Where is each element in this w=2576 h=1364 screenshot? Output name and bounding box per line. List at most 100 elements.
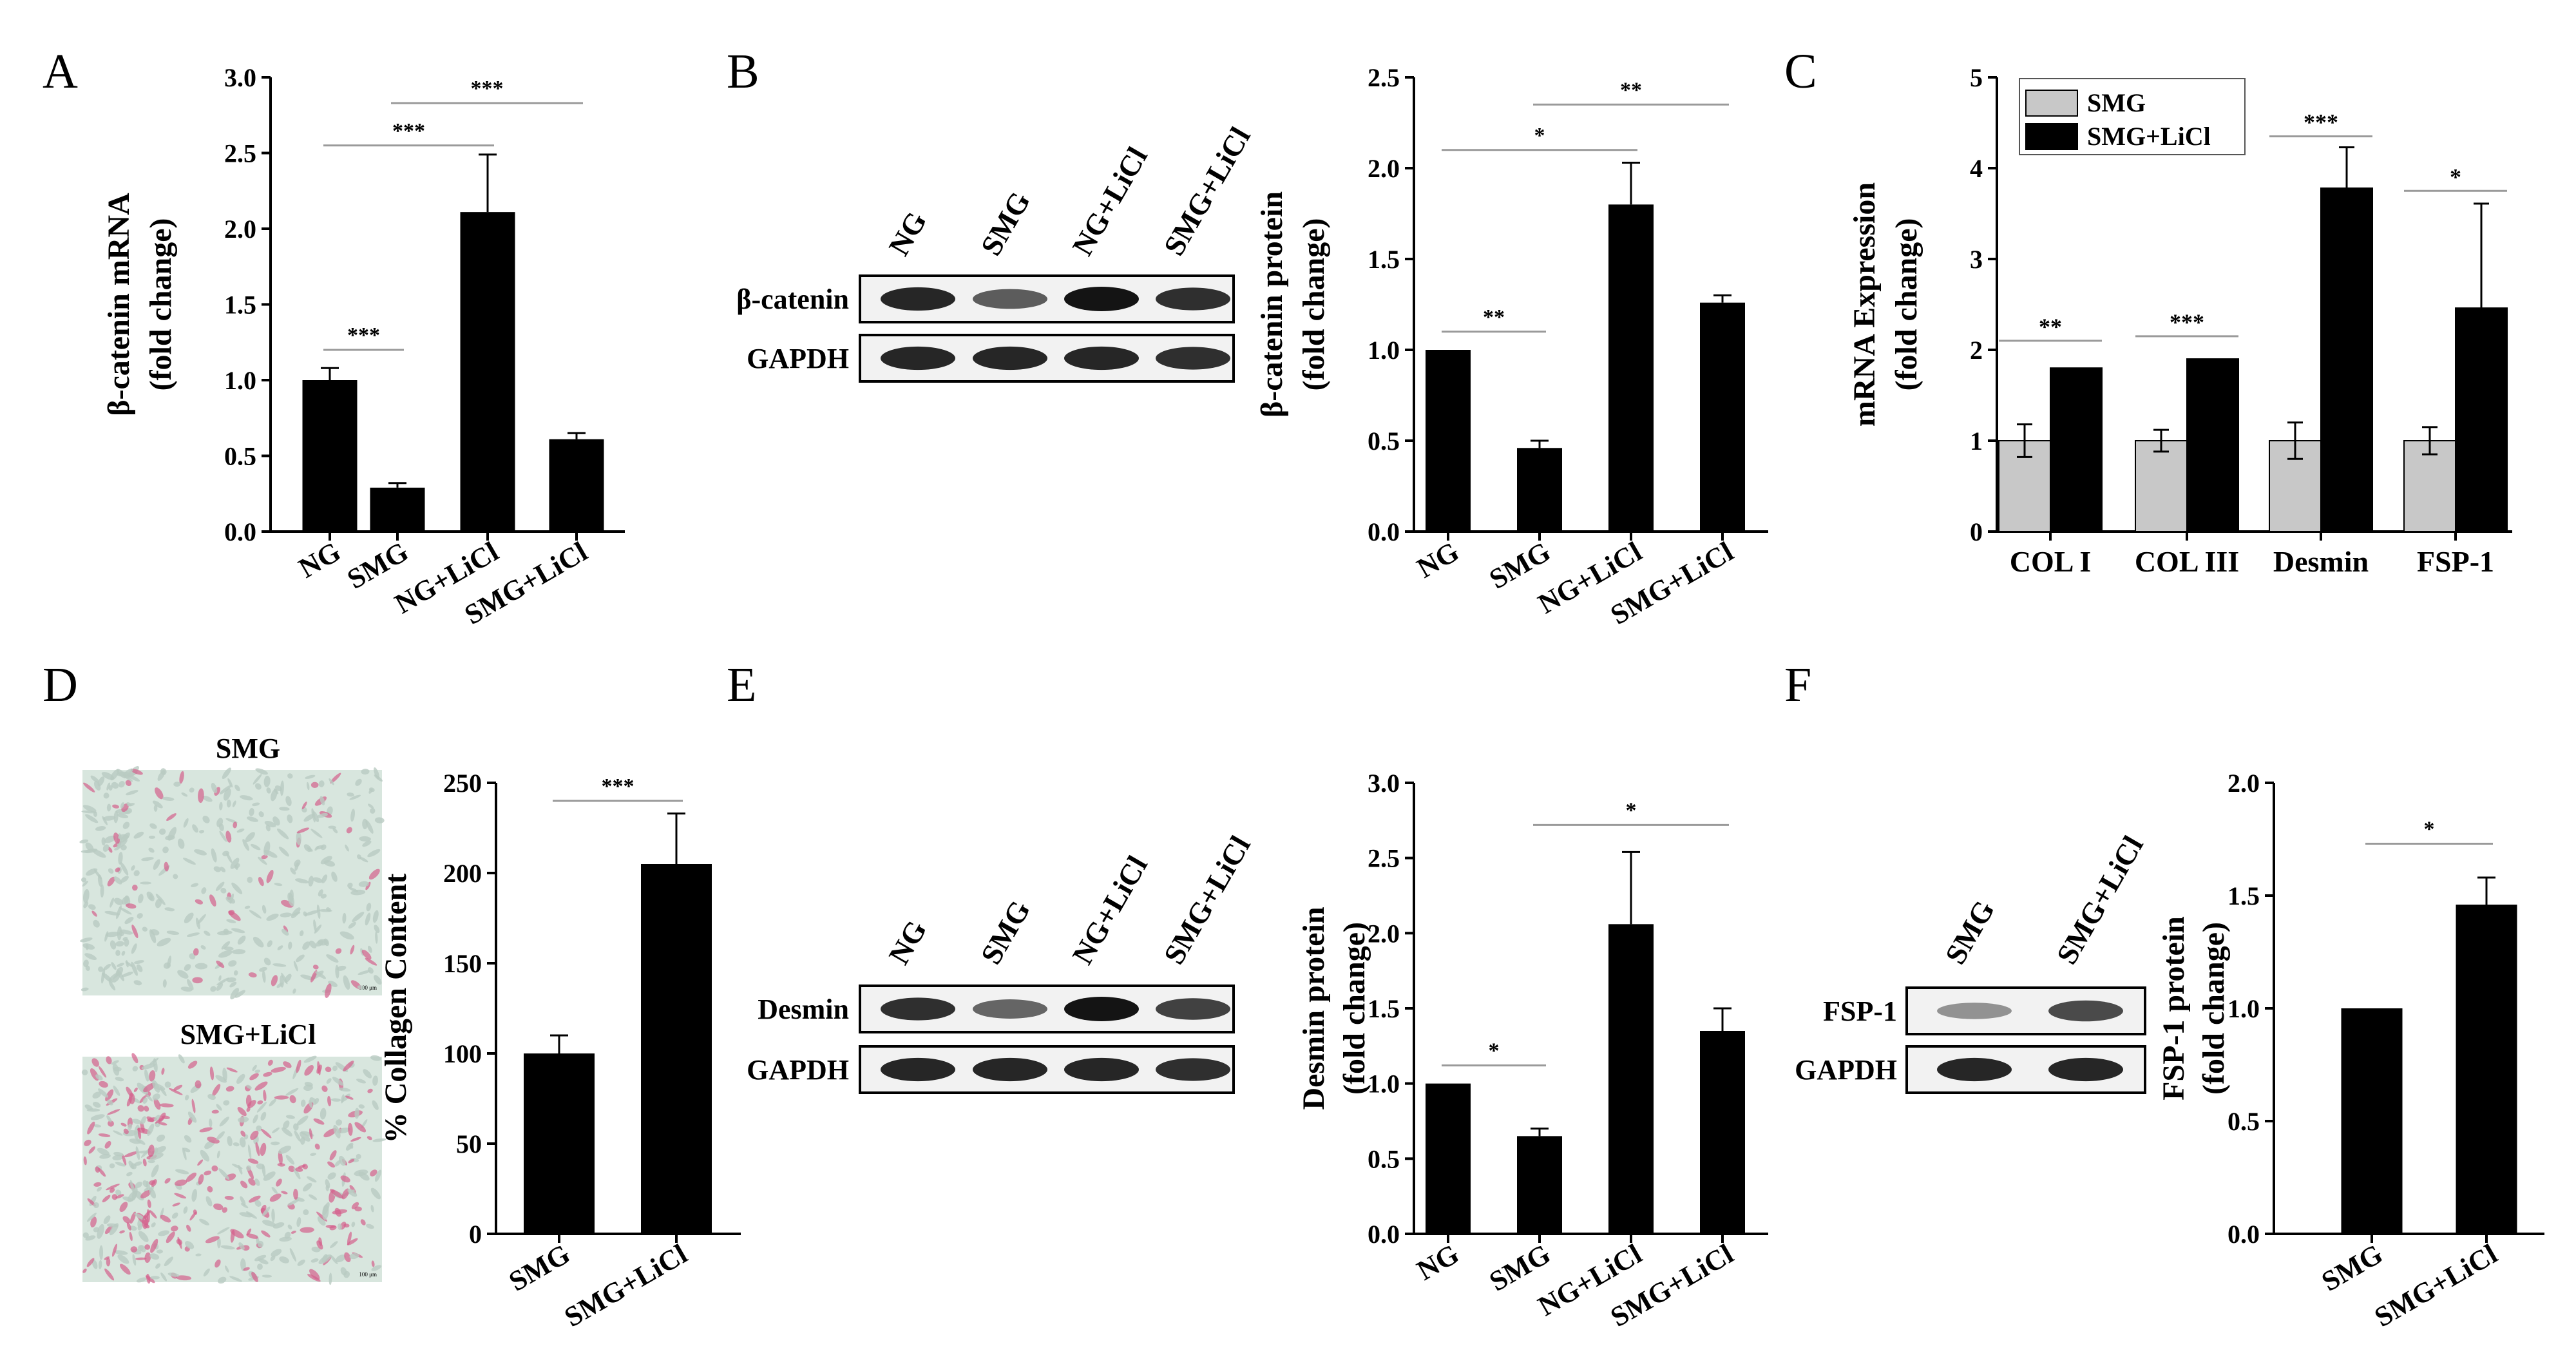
cell-mark (82, 1268, 87, 1273)
cell-mark (122, 1154, 127, 1166)
cell-mark (149, 1253, 160, 1260)
cell-mark (144, 1070, 149, 1082)
cell-mark (307, 1176, 317, 1183)
cell-mark (345, 1095, 354, 1100)
cell-mark (120, 802, 125, 809)
cell-mark (330, 1098, 341, 1102)
y-tick-label: 2.0 (1368, 154, 1400, 183)
cell-mark (153, 1058, 158, 1073)
cell-mark (246, 816, 258, 822)
cell-mark (315, 971, 327, 979)
cell-mark (323, 1128, 337, 1138)
cell-mark (142, 1097, 148, 1104)
cell-mark (117, 1254, 129, 1264)
y-tick-label: 150 (443, 949, 482, 978)
cell-mark (112, 973, 120, 983)
cell-mark (330, 773, 341, 784)
cell-mark (95, 826, 106, 831)
cell-mark (200, 945, 206, 950)
x-tick-label: SMG+LiCl (2369, 1238, 2503, 1333)
y-tick-label: 0.5 (2228, 1107, 2260, 1136)
cell-mark (104, 1140, 111, 1149)
cell-mark (303, 1084, 313, 1091)
cell-mark (336, 1119, 343, 1126)
chart-b: 0.0 0.5 1.0 1.5 2.0 2.5 β-catenin protein (fold… (1255, 63, 1768, 631)
cell-mark (155, 787, 164, 800)
y-tick-label: 3.0 (224, 63, 256, 92)
cell-mark (374, 817, 385, 823)
y-tick-label: 1.5 (224, 291, 256, 320)
cell-mark (99, 1081, 108, 1088)
cell-mark (374, 925, 380, 934)
cell-mark (258, 877, 264, 887)
cell-mark (169, 1088, 183, 1095)
cell-mark (312, 965, 319, 970)
cell-mark (266, 787, 271, 794)
cell-mark (283, 1120, 290, 1129)
cell-mark (257, 1240, 264, 1248)
bar (641, 864, 712, 1234)
y-tick-label: 2.0 (2228, 769, 2260, 798)
cell-mark (374, 1169, 382, 1182)
y-tick-label: 3 (1970, 245, 1983, 274)
cell-mark (175, 1169, 189, 1175)
blot-band (1937, 1057, 2012, 1082)
cell-mark (213, 866, 221, 872)
cell-mark (99, 1245, 104, 1260)
cell-mark (267, 940, 272, 948)
cell-mark (113, 1250, 128, 1255)
cell-mark (111, 1244, 117, 1257)
cell-mark (332, 1209, 348, 1215)
cell-mark (166, 1231, 175, 1244)
cell-mark (297, 1259, 305, 1266)
cell-mark (100, 884, 104, 898)
cell-mark (260, 1111, 267, 1121)
cell-mark (296, 1059, 301, 1073)
cell-mark (374, 975, 382, 985)
cell-mark (233, 1142, 240, 1147)
cell-mark (287, 1199, 300, 1206)
cell-mark (220, 867, 226, 872)
cell-mark (351, 1202, 359, 1209)
cell-mark (314, 1143, 320, 1150)
blot-row-label: FSP-1 (1823, 995, 1897, 1027)
cell-mark (367, 945, 372, 953)
cell-mark (372, 1138, 386, 1142)
y-tick-label: 5 (1970, 63, 1983, 92)
cell-mark (284, 974, 292, 983)
cell-mark (155, 1263, 161, 1269)
panel-letter-d: D (43, 658, 78, 712)
cell-mark (184, 1135, 192, 1143)
cell-mark (354, 1122, 367, 1133)
cell-mark (246, 1233, 258, 1239)
cell-mark (259, 966, 267, 972)
cell-mark (269, 1193, 281, 1202)
cell-mark (326, 954, 339, 963)
cell-mark (338, 1223, 342, 1231)
micrograph-group: SMG SMG+LiCl 100 μm 100 μm (79, 733, 386, 1285)
cell-mark (132, 1066, 138, 1071)
bar (2455, 307, 2508, 532)
cell-mark (83, 1156, 87, 1166)
y-axis-label: mRNA Expression (1847, 182, 1882, 427)
x-tick-label: NG (1411, 1238, 1464, 1286)
cell-mark (173, 1084, 183, 1091)
blot-lane-label: NG+LiCl (1065, 142, 1154, 261)
cell-mark (287, 773, 293, 779)
blot-row-label: β-catenin (736, 283, 849, 315)
cell-mark (335, 965, 339, 979)
bar (524, 1053, 595, 1234)
cell-mark (249, 808, 254, 816)
cell-mark (126, 802, 132, 807)
cell-mark (341, 1188, 350, 1200)
cell-mark (317, 1216, 326, 1226)
cell-mark (352, 912, 365, 923)
cell-mark (88, 1146, 95, 1154)
cell-mark (317, 1061, 321, 1075)
cell-mark (162, 846, 169, 854)
y-tick-label: 2 (1970, 336, 1983, 365)
cell-mark (104, 1225, 113, 1234)
cell-mark (310, 782, 319, 789)
bar (1426, 1083, 1471, 1234)
